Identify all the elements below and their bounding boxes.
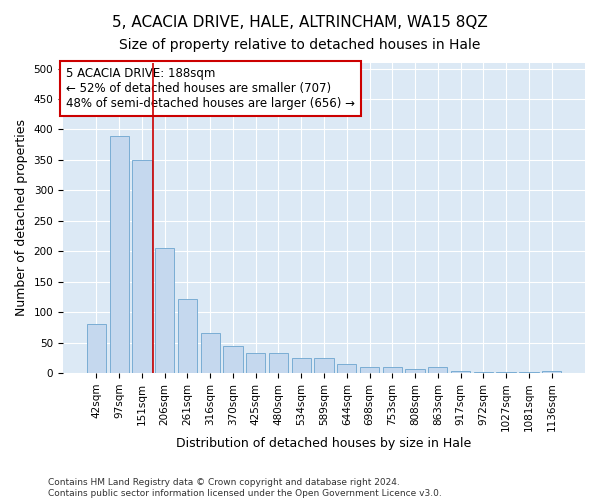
Text: Size of property relative to detached houses in Hale: Size of property relative to detached ho… bbox=[119, 38, 481, 52]
Bar bbox=[337, 364, 356, 373]
Y-axis label: Number of detached properties: Number of detached properties bbox=[15, 119, 28, 316]
Bar bbox=[178, 298, 197, 373]
Bar bbox=[542, 370, 561, 373]
Bar bbox=[155, 248, 175, 373]
Bar bbox=[292, 358, 311, 373]
Bar bbox=[383, 367, 402, 373]
Bar bbox=[451, 371, 470, 373]
Bar bbox=[87, 324, 106, 373]
Bar bbox=[360, 367, 379, 373]
Bar bbox=[314, 358, 334, 373]
Bar bbox=[473, 372, 493, 373]
Text: 5, ACACIA DRIVE, HALE, ALTRINCHAM, WA15 8QZ: 5, ACACIA DRIVE, HALE, ALTRINCHAM, WA15 … bbox=[112, 15, 488, 30]
X-axis label: Distribution of detached houses by size in Hale: Distribution of detached houses by size … bbox=[176, 437, 472, 450]
Bar bbox=[132, 160, 152, 373]
Bar bbox=[519, 372, 539, 373]
Bar bbox=[269, 354, 288, 373]
Bar bbox=[200, 334, 220, 373]
Text: Contains HM Land Registry data © Crown copyright and database right 2024.
Contai: Contains HM Land Registry data © Crown c… bbox=[48, 478, 442, 498]
Bar bbox=[496, 372, 516, 373]
Bar bbox=[110, 136, 129, 373]
Bar bbox=[223, 346, 242, 373]
Bar bbox=[406, 368, 425, 373]
Bar bbox=[246, 353, 265, 373]
Text: 5 ACACIA DRIVE: 188sqm
← 52% of detached houses are smaller (707)
48% of semi-de: 5 ACACIA DRIVE: 188sqm ← 52% of detached… bbox=[65, 67, 355, 110]
Bar bbox=[428, 367, 448, 373]
